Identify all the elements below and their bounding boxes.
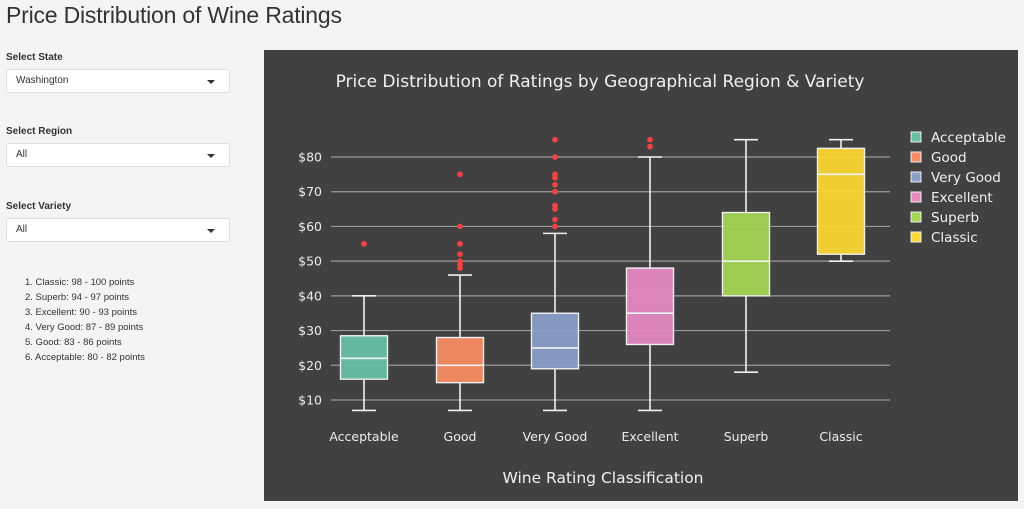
rating-scale-list: 1. Classic: 98 - 100 points 2. Superb: 9… bbox=[25, 275, 145, 365]
svg-text:Classic: Classic bbox=[931, 230, 978, 246]
x-tick-label: Acceptable bbox=[329, 429, 399, 444]
legend-item[interactable]: Good bbox=[910, 150, 967, 166]
legend: Acceptable Good Very Good Excellent Superb Cl… bbox=[910, 130, 1006, 246]
y-tick-label: $80 bbox=[298, 150, 322, 165]
y-tick-label: $20 bbox=[298, 358, 322, 373]
svg-text:Very Good: Very Good bbox=[931, 170, 1001, 186]
legend-item[interactable]: Very Good bbox=[910, 170, 1001, 186]
outlier-point[interactable] bbox=[361, 240, 367, 247]
outlier-point[interactable] bbox=[457, 240, 463, 247]
outlier-point[interactable] bbox=[457, 223, 463, 230]
box-classic[interactable] bbox=[816, 138, 866, 262]
outlier-point[interactable] bbox=[457, 171, 463, 178]
variety-select[interactable]: All bbox=[6, 218, 230, 242]
rating-scale-item: 2. Superb: 94 - 97 points bbox=[25, 292, 130, 303]
box-excellent[interactable] bbox=[625, 136, 675, 412]
region-select-value: All bbox=[16, 149, 28, 160]
outlier-point[interactable] bbox=[647, 136, 653, 143]
box-good[interactable] bbox=[435, 171, 485, 412]
region-label: Select Region bbox=[6, 126, 73, 137]
y-tick-label: $30 bbox=[298, 323, 322, 338]
x-tick-label: Superb bbox=[724, 429, 769, 444]
x-tick-label: Very Good bbox=[523, 429, 588, 444]
rating-scale-item: 1. Classic: 98 - 100 points bbox=[25, 277, 135, 288]
gridlines bbox=[331, 156, 890, 401]
legend-item[interactable]: Classic bbox=[910, 230, 978, 246]
chart-title: Price Distribution of Ratings by Geograp… bbox=[336, 72, 865, 92]
outlier-point[interactable] bbox=[552, 181, 558, 188]
y-tick-label: $40 bbox=[298, 288, 322, 303]
x-axis: Acceptable Good Very Good Excellent Superb Cl… bbox=[329, 429, 862, 444]
box-acceptable[interactable] bbox=[339, 240, 389, 412]
outlier-point[interactable] bbox=[552, 171, 558, 178]
box-plot[interactable]: Price Distribution of Ratings by Geograp… bbox=[264, 50, 1018, 501]
y-axis: $10 $20 $30 $40 $50 $60 $70 $80 bbox=[298, 150, 322, 408]
y-tick-label: $70 bbox=[298, 184, 322, 199]
outlier-point[interactable] bbox=[457, 251, 463, 257]
rating-scale-item: 4. Very Good: 87 - 89 points bbox=[25, 322, 144, 333]
legend-item[interactable]: Acceptable bbox=[910, 130, 1006, 146]
svg-text:Excellent: Excellent bbox=[931, 190, 993, 206]
svg-text:Acceptable: Acceptable bbox=[931, 130, 1006, 146]
x-axis-title: Wine Rating Classification bbox=[502, 469, 703, 487]
outlier-point[interactable] bbox=[552, 223, 558, 230]
region-select[interactable]: All bbox=[6, 143, 230, 167]
outlier-point[interactable] bbox=[552, 154, 558, 160]
outlier-point[interactable] bbox=[552, 136, 558, 143]
chevron-down-icon bbox=[207, 154, 215, 158]
x-tick-label: Good bbox=[444, 429, 477, 444]
boxes bbox=[339, 136, 866, 412]
box-very-good[interactable] bbox=[530, 136, 580, 412]
legend-item[interactable]: Superb bbox=[910, 210, 979, 226]
x-tick-label: Classic bbox=[819, 429, 862, 444]
outlier-point[interactable] bbox=[552, 202, 558, 209]
svg-text:Good: Good bbox=[931, 150, 967, 166]
outlier-point[interactable] bbox=[552, 188, 558, 195]
outlier-point[interactable] bbox=[457, 258, 463, 264]
variety-label: Select Variety bbox=[6, 201, 72, 212]
variety-select-value: All bbox=[16, 224, 28, 235]
box-superb[interactable] bbox=[721, 138, 771, 374]
rating-scale-item: 5. Good: 83 - 86 points bbox=[25, 337, 122, 348]
y-tick-label: $50 bbox=[298, 254, 322, 269]
state-select-value: Washington bbox=[16, 75, 69, 86]
y-tick-label: $60 bbox=[298, 219, 322, 234]
state-select[interactable]: Washington bbox=[6, 69, 230, 93]
chevron-down-icon bbox=[207, 80, 215, 84]
chart-panel: Price Distribution of Ratings by Geograp… bbox=[264, 50, 1018, 501]
rating-scale-item: 3. Excellent: 90 - 93 points bbox=[25, 307, 137, 318]
legend-item[interactable]: Excellent bbox=[910, 190, 993, 206]
outlier-point[interactable] bbox=[552, 216, 558, 223]
y-tick-label: $10 bbox=[298, 393, 322, 408]
state-label: Select State bbox=[6, 52, 63, 63]
chevron-down-icon bbox=[207, 229, 215, 233]
svg-text:Superb: Superb bbox=[931, 210, 979, 226]
rating-scale-item: 6. Acceptable: 80 - 82 points bbox=[25, 352, 145, 363]
x-tick-label: Excellent bbox=[621, 429, 678, 444]
outlier-point[interactable] bbox=[647, 143, 653, 150]
page-title: Price Distribution of Wine Ratings bbox=[6, 2, 342, 28]
